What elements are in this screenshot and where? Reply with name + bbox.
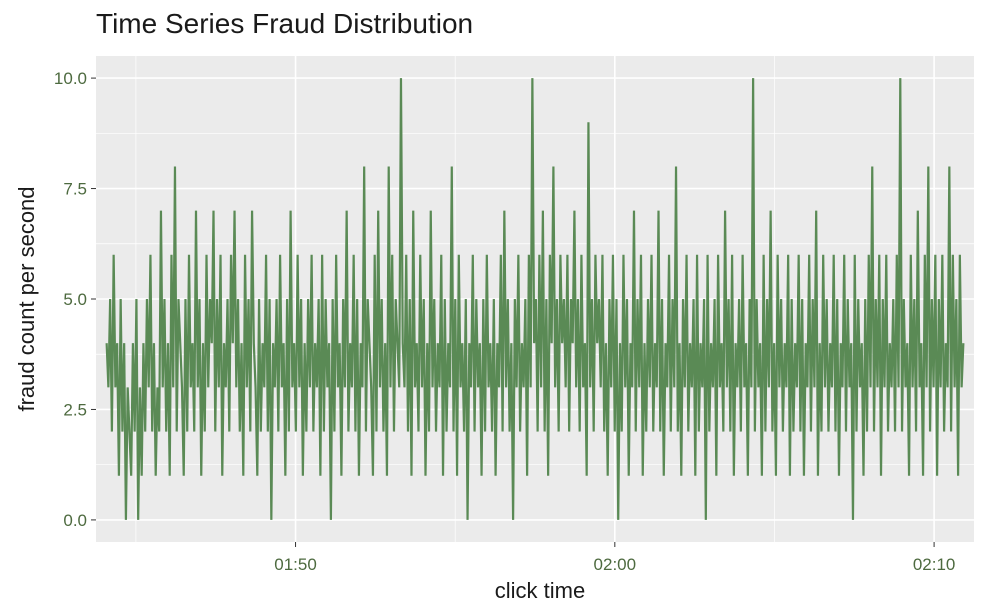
y-tick-label: 7.5	[63, 180, 87, 199]
x-axis-title: click time	[495, 578, 585, 603]
x-tick-label: 01:50	[274, 555, 317, 574]
y-tick-label: 5.0	[63, 290, 87, 309]
y-axis-title: fraud count per second	[14, 186, 39, 411]
y-tick-label: 10.0	[54, 69, 87, 88]
x-tick-label: 02:10	[913, 555, 956, 574]
y-axis: 0.0 2.5 5.0 7.5 10.0	[54, 69, 96, 530]
x-axis: 01:50 02:00 02:10	[274, 542, 955, 574]
x-tick-label: 02:00	[594, 555, 637, 574]
y-tick-label: 2.5	[63, 400, 87, 419]
y-tick-label: 0.0	[63, 511, 87, 530]
